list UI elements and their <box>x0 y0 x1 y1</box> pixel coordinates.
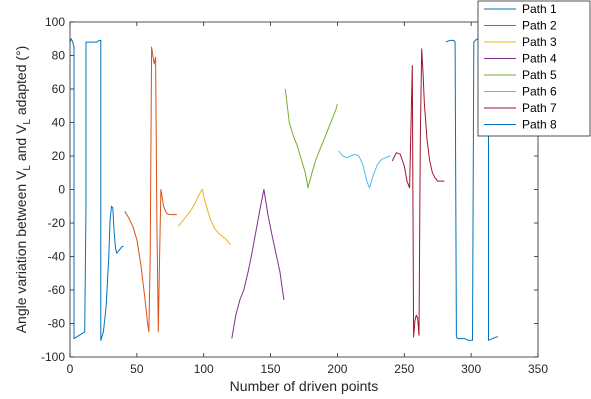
x-tick-label: 0 <box>67 362 74 376</box>
x-tick-label: 50 <box>130 362 144 376</box>
legend-box <box>477 0 591 137</box>
legend-label-path-8: Path 8 <box>522 118 557 132</box>
y-axis-label-part-2: and V <box>13 124 29 165</box>
legend-label-path-5: Path 5 <box>522 68 557 82</box>
x-tick-label: 150 <box>261 362 281 376</box>
x-tick-label: 200 <box>327 362 347 376</box>
y-tick-label: 80 <box>52 49 66 63</box>
y-tick-label: 0 <box>58 183 65 197</box>
legend: Path 1 Path 2 Path 3 Path 4 Path 5 Path 6 Path… <box>477 0 591 137</box>
plot-area <box>70 22 538 357</box>
x-tick-label: 250 <box>394 362 414 376</box>
y-tick-label: 20 <box>52 149 66 163</box>
series-line-path-3 <box>177 189 231 246</box>
y-tick-label: -60 <box>48 283 66 297</box>
series-line-path-1 <box>69 38 124 341</box>
y-axis-label-subscript-1: L <box>22 165 33 171</box>
y-axis-label: Angle variation between VL and VL adapte… <box>13 46 33 334</box>
y-tick-label: -40 <box>48 250 66 264</box>
y-axis-label-subscript-2: L <box>22 119 33 125</box>
y-tick-label: -80 <box>48 317 66 331</box>
series-layer <box>69 38 498 341</box>
x-axis-label: Number of driven points <box>230 378 379 394</box>
y-tick-label: -20 <box>48 216 66 230</box>
series-line-path-6 <box>338 150 391 189</box>
legend-label-path-7: Path 7 <box>522 101 557 115</box>
x-tick-label: 350 <box>528 362 548 376</box>
legend-label-path-4: Path 4 <box>522 52 557 66</box>
x-tick-label: 300 <box>461 362 481 376</box>
series-line-path-7 <box>391 48 445 338</box>
legend-label-path-6: Path 6 <box>522 85 557 99</box>
series-line-path-2 <box>124 46 177 333</box>
y-axis-label-part-3: adapted (°) <box>13 46 29 119</box>
series-line-path-4 <box>231 189 285 339</box>
tick-layer: 0 50 100 150 200 250 300 350 -100 -80 -60 -40 -20 0 20… <box>41 15 548 376</box>
y-tick-label: 100 <box>45 15 65 29</box>
y-tick-label: 40 <box>52 116 66 130</box>
x-tick-label: 100 <box>194 362 214 376</box>
y-axis-label-part-1: Angle variation between V <box>13 170 29 333</box>
legend-label-path-3: Path 3 <box>522 35 557 49</box>
y-tick-label: -100 <box>41 350 65 364</box>
y-tick-label: 60 <box>52 82 66 96</box>
series-line-path-5 <box>284 88 338 189</box>
legend-label-path-2: Path 2 <box>522 19 557 33</box>
legend-label-path-1: Path 1 <box>522 2 557 16</box>
